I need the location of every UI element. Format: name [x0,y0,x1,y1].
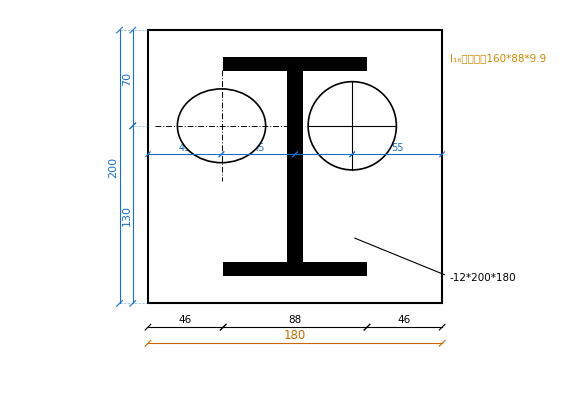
Text: 70: 70 [122,72,132,86]
Text: 88: 88 [288,314,302,324]
Bar [287,72,303,263]
Text: 130: 130 [122,205,132,225]
Text: 46: 46 [179,314,192,324]
Text: 35: 35 [318,142,330,152]
Text: 45: 45 [179,142,191,152]
Bar [223,263,367,276]
Text: 45: 45 [252,142,265,152]
Bar [148,31,442,304]
Text: 55: 55 [391,142,403,152]
Text: 46: 46 [398,314,411,324]
Text: 200: 200 [108,157,118,178]
Text: -12*200*180: -12*200*180 [355,239,517,282]
Text: I₁₆工字钔为160*88*9.9: I₁₆工字钔为160*88*9.9 [450,53,546,63]
Text: 180: 180 [284,328,306,341]
Bar [223,58,367,72]
Circle shape [308,83,396,170]
Ellipse shape [178,90,266,163]
